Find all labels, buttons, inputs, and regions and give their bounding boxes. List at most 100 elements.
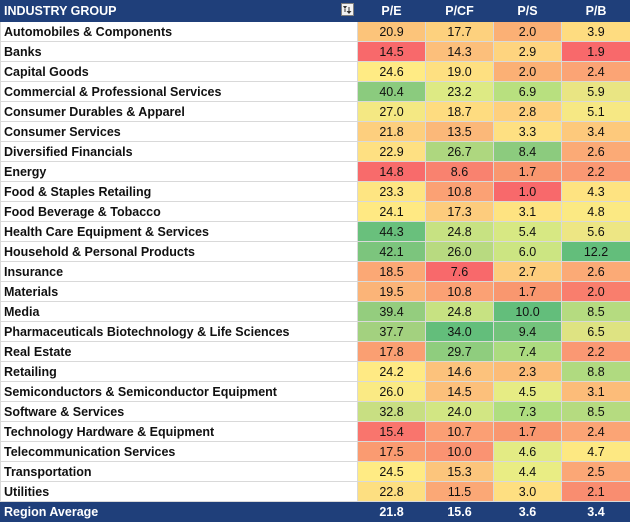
- value-cell-pcf[interactable]: 24.8: [425, 301, 494, 322]
- value-cell-pe[interactable]: 40.4: [357, 81, 426, 102]
- industry-name-cell[interactable]: Food Beverage & Tobacco: [0, 201, 358, 222]
- value-cell-pb[interactable]: 2.4: [561, 421, 630, 442]
- value-cell-pcf[interactable]: 26.7: [425, 141, 494, 162]
- value-cell-ps[interactable]: 6.9: [493, 81, 562, 102]
- value-cell-pcf[interactable]: 19.0: [425, 61, 494, 82]
- value-cell-pcf[interactable]: 14.5: [425, 381, 494, 402]
- value-cell-ps[interactable]: 2.7: [493, 261, 562, 282]
- value-cell-pcf[interactable]: 14.6: [425, 361, 494, 382]
- value-cell-pb[interactable]: 6.5: [561, 321, 630, 342]
- value-cell-pe[interactable]: 24.2: [357, 361, 426, 382]
- value-cell-pe[interactable]: 20.9: [357, 21, 426, 42]
- value-cell-ps[interactable]: 1.7: [493, 281, 562, 302]
- industry-name-cell[interactable]: Semiconductors & Semiconductor Equipment: [0, 381, 358, 402]
- value-cell-ps[interactable]: 5.4: [493, 221, 562, 242]
- value-cell-pb[interactable]: 4.8: [561, 201, 630, 222]
- value-cell-pe[interactable]: 18.5: [357, 261, 426, 282]
- value-cell-pcf[interactable]: 24.8: [425, 221, 494, 242]
- value-cell-pb[interactable]: 2.4: [561, 61, 630, 82]
- value-cell-pb[interactable]: 2.1: [561, 481, 630, 502]
- value-cell-pb[interactable]: 8.8: [561, 361, 630, 382]
- value-cell-ps[interactable]: 2.3: [493, 361, 562, 382]
- industry-name-cell[interactable]: Insurance: [0, 261, 358, 282]
- industry-name-cell[interactable]: Banks: [0, 41, 358, 62]
- value-cell-ps[interactable]: 6.0: [493, 241, 562, 262]
- value-cell-ps[interactable]: 7.4: [493, 341, 562, 362]
- value-cell-pe[interactable]: 19.5: [357, 281, 426, 302]
- value-cell-pe[interactable]: 14.8: [357, 161, 426, 182]
- value-cell-pe[interactable]: 22.8: [357, 481, 426, 502]
- value-cell-pb[interactable]: 3.4: [561, 121, 630, 142]
- value-cell-ps[interactable]: 3.1: [493, 201, 562, 222]
- value-cell-ps[interactable]: 1.7: [493, 421, 562, 442]
- value-cell-ps[interactable]: 4.5: [493, 381, 562, 402]
- industry-name-cell[interactable]: Media: [0, 301, 358, 322]
- value-cell-pb[interactable]: 4.3: [561, 181, 630, 202]
- value-cell-ps[interactable]: 3.0: [493, 481, 562, 502]
- value-cell-pb[interactable]: 2.6: [561, 141, 630, 162]
- value-cell-pb[interactable]: 5.1: [561, 101, 630, 122]
- value-cell-ps[interactable]: 7.3: [493, 401, 562, 422]
- value-cell-pcf[interactable]: 14.3: [425, 41, 494, 62]
- value-cell-pe[interactable]: 24.6: [357, 61, 426, 82]
- industry-group-header[interactable]: INDUSTRY GROUP: [0, 0, 358, 22]
- value-cell-pe[interactable]: 37.7: [357, 321, 426, 342]
- industry-name-cell[interactable]: Consumer Durables & Apparel: [0, 101, 358, 122]
- value-cell-pcf[interactable]: 34.0: [425, 321, 494, 342]
- value-cell-pb[interactable]: 2.2: [561, 341, 630, 362]
- value-cell-pe[interactable]: 21.8: [357, 121, 426, 142]
- value-cell-pe[interactable]: 32.8: [357, 401, 426, 422]
- value-cell-pcf[interactable]: 17.3: [425, 201, 494, 222]
- value-cell-ps[interactable]: 4.4: [493, 461, 562, 482]
- value-cell-pe[interactable]: 44.3: [357, 221, 426, 242]
- value-cell-pb[interactable]: 3.9: [561, 21, 630, 42]
- value-cell-pe[interactable]: 24.5: [357, 461, 426, 482]
- value-cell-pe[interactable]: 26.0: [357, 381, 426, 402]
- industry-name-cell[interactable]: Materials: [0, 281, 358, 302]
- industry-name-cell[interactable]: Energy: [0, 161, 358, 182]
- value-cell-ps[interactable]: 2.0: [493, 21, 562, 42]
- value-cell-pe[interactable]: 39.4: [357, 301, 426, 322]
- value-cell-pb[interactable]: 3.1: [561, 381, 630, 402]
- industry-name-cell[interactable]: Real Estate: [0, 341, 358, 362]
- value-cell-pcf[interactable]: 17.7: [425, 21, 494, 42]
- value-cell-pcf[interactable]: 26.0: [425, 241, 494, 262]
- value-cell-pcf[interactable]: 7.6: [425, 261, 494, 282]
- column-header-pcf[interactable]: P/CF: [425, 0, 494, 22]
- industry-name-cell[interactable]: Capital Goods: [0, 61, 358, 82]
- value-cell-pb[interactable]: 5.9: [561, 81, 630, 102]
- sort-filter-icon[interactable]: [341, 3, 354, 16]
- value-cell-ps[interactable]: 2.9: [493, 41, 562, 62]
- value-cell-pb[interactable]: 8.5: [561, 301, 630, 322]
- value-cell-pcf[interactable]: 8.6: [425, 161, 494, 182]
- value-cell-pcf[interactable]: 15.3: [425, 461, 494, 482]
- value-cell-pb[interactable]: 2.5: [561, 461, 630, 482]
- value-cell-pe[interactable]: 42.1: [357, 241, 426, 262]
- industry-name-cell[interactable]: Automobiles & Components: [0, 21, 358, 42]
- value-cell-pcf[interactable]: 10.8: [425, 181, 494, 202]
- column-header-pb[interactable]: P/B: [561, 0, 630, 22]
- value-cell-ps[interactable]: 9.4: [493, 321, 562, 342]
- value-cell-pcf[interactable]: 10.0: [425, 441, 494, 462]
- value-cell-ps[interactable]: 8.4: [493, 141, 562, 162]
- value-cell-pb[interactable]: 5.6: [561, 221, 630, 242]
- value-cell-pb[interactable]: 2.0: [561, 281, 630, 302]
- column-header-pe[interactable]: P/E: [357, 0, 426, 22]
- industry-name-cell[interactable]: Telecommunication Services: [0, 441, 358, 462]
- value-cell-ps[interactable]: 1.7: [493, 161, 562, 182]
- industry-name-cell[interactable]: Food & Staples Retailing: [0, 181, 358, 202]
- value-cell-ps[interactable]: 4.6: [493, 441, 562, 462]
- value-cell-ps[interactable]: 2.8: [493, 101, 562, 122]
- industry-name-cell[interactable]: Consumer Services: [0, 121, 358, 142]
- column-header-ps[interactable]: P/S: [493, 0, 562, 22]
- industry-name-cell[interactable]: Pharmaceuticals Biotechnology & Life Sci…: [0, 321, 358, 342]
- value-cell-pcf[interactable]: 18.7: [425, 101, 494, 122]
- value-cell-ps[interactable]: 2.0: [493, 61, 562, 82]
- industry-name-cell[interactable]: Retailing: [0, 361, 358, 382]
- value-cell-pe[interactable]: 17.8: [357, 341, 426, 362]
- value-cell-pcf[interactable]: 29.7: [425, 341, 494, 362]
- value-cell-pe[interactable]: 24.1: [357, 201, 426, 222]
- value-cell-pb[interactable]: 2.6: [561, 261, 630, 282]
- industry-name-cell[interactable]: Diversified Financials: [0, 141, 358, 162]
- industry-name-cell[interactable]: Health Care Equipment & Services: [0, 221, 358, 242]
